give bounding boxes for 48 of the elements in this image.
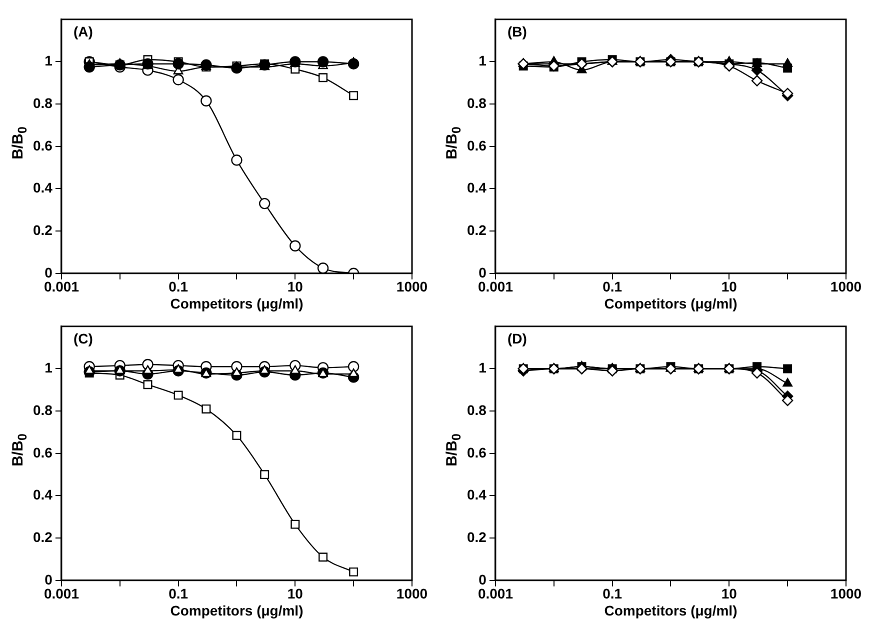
- x-tick-label: 0.1: [602, 586, 622, 602]
- x-tick-label: 10: [287, 278, 304, 295]
- x-tick-label: 0.001: [478, 278, 514, 295]
- y-tick-label: 0: [44, 264, 53, 280]
- y-tick-label: 0: [478, 571, 487, 588]
- y-tick-label: 0.8: [32, 402, 53, 418]
- y-tick-label: 0.4: [466, 180, 487, 196]
- annotation: (B): [507, 23, 527, 40]
- y-tick-label: 0.4: [466, 486, 487, 503]
- y-tick-label: 1: [478, 360, 487, 376]
- annotation: (C): [73, 330, 93, 346]
- y-tick-label: 0.8: [466, 94, 487, 111]
- y-tick-label: 0.4: [32, 180, 53, 196]
- x-tick-label: 1000: [396, 278, 428, 295]
- y-tick-label: 0.4: [32, 486, 53, 503]
- x-tick-label: 1000: [830, 586, 862, 602]
- y-tick-label: 0.6: [32, 137, 53, 154]
- y-tick-label: 0.6: [466, 444, 487, 460]
- y-tick-label: 0.2: [466, 528, 487, 545]
- x-axis-title: Competitors (μg/ml): [604, 295, 738, 312]
- x-tick-label: 1000: [830, 278, 862, 295]
- y-tick-label: 1: [44, 360, 53, 376]
- y-tick-label: 0: [478, 264, 487, 280]
- y-tick-label: 0: [44, 571, 53, 588]
- x-axis-title: Competitors (μg/ml): [604, 602, 738, 618]
- x-tick-label: 0.001: [44, 586, 80, 602]
- x-axis-title: Competitors (μg/ml): [170, 295, 304, 312]
- x-tick-label: 0.1: [168, 278, 188, 295]
- x-tick-label: 0.001: [478, 586, 514, 602]
- y-tick-label: 0.2: [32, 222, 53, 238]
- x-tick-label: 10: [287, 586, 304, 602]
- annotation: (A): [73, 23, 93, 40]
- x-tick-label: 0.001: [44, 278, 80, 295]
- x-tick-label: 0.1: [168, 586, 188, 602]
- y-tick-label: 0.8: [466, 402, 487, 418]
- y-tick-label: 1: [478, 52, 487, 69]
- x-tick-label: 1000: [396, 586, 428, 602]
- x-tick-label: 0.1: [602, 278, 622, 295]
- x-tick-label: 10: [721, 586, 738, 602]
- y-tick-label: 0.6: [466, 137, 487, 154]
- y-tick-label: 1: [44, 52, 53, 69]
- y-tick-label: 0.8: [32, 94, 53, 111]
- y-tick-label: 0.6: [32, 444, 53, 460]
- x-tick-label: 10: [721, 278, 738, 295]
- x-axis-title: Competitors (μg/ml): [170, 602, 304, 618]
- y-tick-label: 0.2: [32, 528, 53, 545]
- y-tick-label: 0.2: [466, 222, 487, 238]
- annotation: (D): [507, 330, 527, 346]
